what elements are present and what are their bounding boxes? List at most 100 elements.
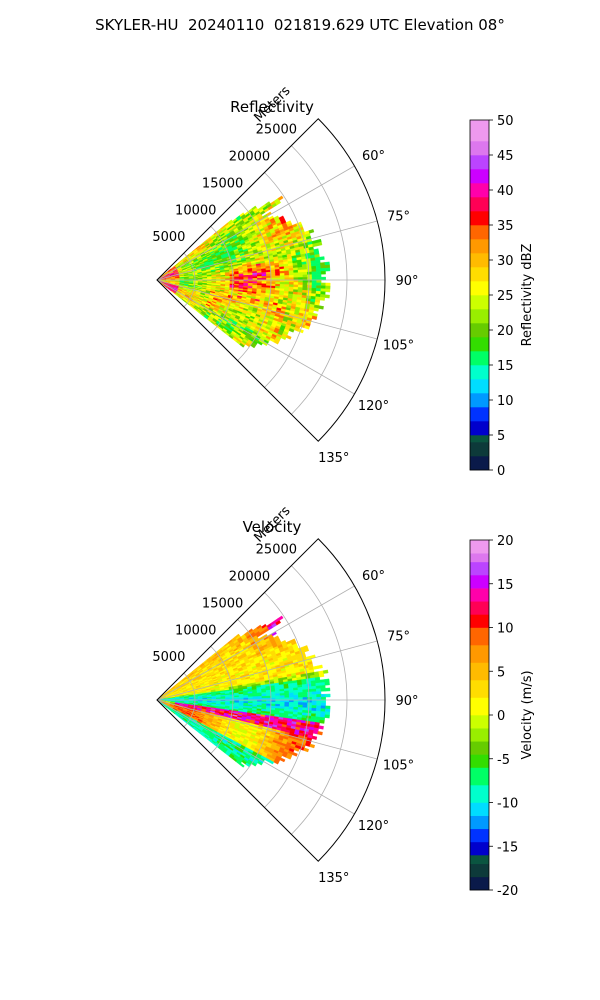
data-cell: [279, 701, 285, 705]
data-cell: [288, 695, 294, 698]
data-cell: [302, 271, 308, 276]
colorbar-tick-label: 40: [497, 184, 514, 199]
data-cell: [316, 279, 322, 284]
data-cell: [257, 696, 263, 699]
data-cell: [325, 705, 331, 710]
colorbar-tick-label: 25: [497, 289, 514, 304]
data-cell: [277, 615, 284, 621]
data-cell: [315, 265, 321, 270]
data-cell: [297, 272, 304, 276]
colorbar-segment: [470, 253, 489, 268]
data-cell: [319, 296, 326, 301]
data-cell: [284, 275, 290, 278]
data-cell: [275, 200, 282, 206]
colorbar-segment: [470, 435, 489, 443]
data-cell: [279, 757, 286, 763]
azimuth-tick-label: 120°: [358, 399, 389, 414]
colorbar-tick-label: 35: [497, 219, 514, 234]
data-cell: [320, 268, 326, 272]
data-cell: [324, 681, 330, 686]
data-cell: [285, 334, 292, 340]
data-cell: [311, 735, 318, 740]
colorbar-segment: [470, 211, 489, 226]
data-cell: [307, 282, 313, 286]
data-cell: [307, 277, 313, 281]
data-cell: [320, 705, 326, 710]
data-cell: [320, 270, 326, 275]
colorbar-segment: [470, 141, 489, 156]
data-cell: [270, 275, 276, 279]
colorbar-tick-label: 20: [497, 324, 514, 339]
data-cell: [293, 269, 299, 274]
data-cell: [279, 695, 285, 699]
data-cell: [316, 276, 322, 281]
data-cell: [307, 699, 313, 703]
colorbar-segment: [470, 225, 489, 240]
colorbar-tick-label: 30: [497, 254, 514, 269]
data-cell: [320, 693, 326, 698]
colorbar-tick-label: 15: [497, 359, 514, 374]
radial-tick-label: 5000: [152, 230, 185, 245]
data-cell: [311, 699, 317, 703]
data-cell: [297, 269, 303, 273]
data-cell: [317, 731, 323, 736]
data-cell: [302, 689, 308, 693]
data-cell: [307, 285, 313, 289]
data-cell: [324, 714, 330, 719]
azimuth-tick-label: 60°: [362, 149, 385, 164]
data-cell: [270, 695, 276, 699]
colorbar-tick-label: 45: [497, 149, 514, 164]
data-cell: [320, 685, 326, 689]
data-cell: [302, 694, 308, 698]
data-cell: [293, 694, 299, 698]
colorbar-tick-label: 5: [497, 429, 505, 444]
data-cell: [298, 282, 304, 286]
data-cell: [302, 274, 308, 278]
colorbar-segment: [470, 379, 489, 394]
colorbar-segment: [470, 155, 489, 170]
panel-velocity: 60°75°90°105°120°135°5000100001500020000…: [152, 503, 535, 899]
data-cell: [293, 689, 299, 694]
data-cell: [284, 695, 290, 698]
data-cell: [288, 282, 294, 285]
radial-tick-label: 20000: [229, 150, 270, 165]
data-cell: [284, 272, 290, 276]
colorbar-segment: [470, 309, 489, 324]
figure-title: SKYLER-HU 20240110 021819.629 UTC Elevat…: [95, 16, 505, 34]
colorbar-label: Reflectivity dBZ: [520, 244, 535, 347]
data-cell: [302, 691, 308, 696]
colorbar-segment: [470, 323, 489, 338]
data-cell: [316, 699, 322, 704]
data-cell: [325, 288, 331, 293]
colorbar-segment: [470, 456, 489, 471]
data-cell: [311, 705, 317, 709]
data-cell: [311, 268, 317, 273]
data-cell: [316, 694, 322, 698]
data-cell: [317, 664, 323, 669]
data-cell: [316, 282, 322, 286]
data-cell: [284, 702, 290, 705]
colorbar-segment: [470, 281, 489, 296]
azimuth-tick-label: 75°: [387, 209, 410, 224]
data-cell: [320, 708, 326, 712]
data-cell: [325, 267, 331, 272]
data-cell: [298, 694, 304, 698]
data-cell: [320, 702, 326, 707]
data-field: [156, 615, 331, 768]
data-cell: [307, 279, 313, 283]
data-cell: [311, 694, 317, 698]
data-cell: [257, 276, 263, 279]
data-cell: [302, 704, 308, 709]
data-cell: [320, 288, 326, 292]
data-cell: [316, 702, 322, 706]
data-cell: [293, 702, 299, 706]
data-cell: [311, 271, 317, 275]
data-cell: [316, 241, 323, 247]
data-cell: [279, 275, 285, 279]
data-cell: [292, 752, 298, 757]
data-cell: [316, 705, 322, 709]
data-cell: [284, 282, 290, 285]
data-cell: [308, 229, 315, 234]
